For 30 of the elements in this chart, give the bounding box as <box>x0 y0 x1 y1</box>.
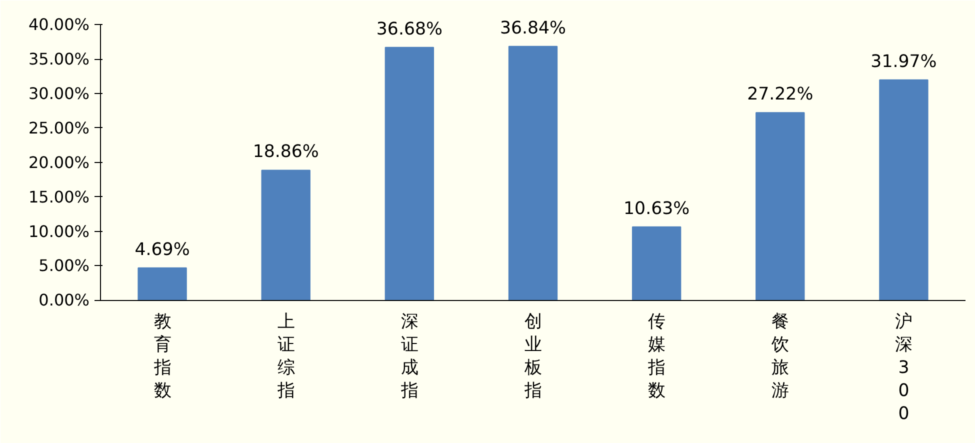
bar <box>632 226 682 301</box>
data-label: 27.22% <box>747 84 814 105</box>
x-tick-label: 创业板指 <box>524 312 542 402</box>
y-tick-label: 30.00% <box>28 84 90 103</box>
y-tick-label: 35.00% <box>28 50 90 69</box>
y-tick-label: 0.00% <box>38 290 90 310</box>
x-tick-label: 深证成指 <box>400 312 418 402</box>
bar <box>384 46 434 301</box>
x-tick-label: 上证综指 <box>276 312 294 402</box>
x-tick-label: 教育指数 <box>152 312 171 402</box>
bar <box>879 79 928 301</box>
data-label: 36.84% <box>500 18 566 38</box>
y-tick-label: 10.00% <box>28 222 90 241</box>
bar <box>261 170 310 301</box>
data-label: 18.86% <box>252 142 319 162</box>
data-label: 10.63% <box>624 198 690 219</box>
data-label: 31.97% <box>870 52 937 72</box>
bar <box>508 46 558 301</box>
y-tick-label: 5.00% <box>38 256 90 276</box>
x-tick-label: 餐饮旅游 <box>770 312 789 402</box>
bar <box>138 267 187 301</box>
y-tick-label: 40.00% <box>28 15 90 34</box>
x-tick-label: 传媒指数 <box>647 312 666 402</box>
y-tick-label: 15.00% <box>28 187 90 206</box>
y-tick-label: 25.00% <box>28 118 90 138</box>
data-label: 4.69% <box>134 240 190 260</box>
x-tick-label: 沪深300 <box>895 312 912 424</box>
data-label: 36.68% <box>376 19 442 40</box>
y-tick-label: 20.00% <box>28 152 90 172</box>
bar <box>756 112 805 301</box>
